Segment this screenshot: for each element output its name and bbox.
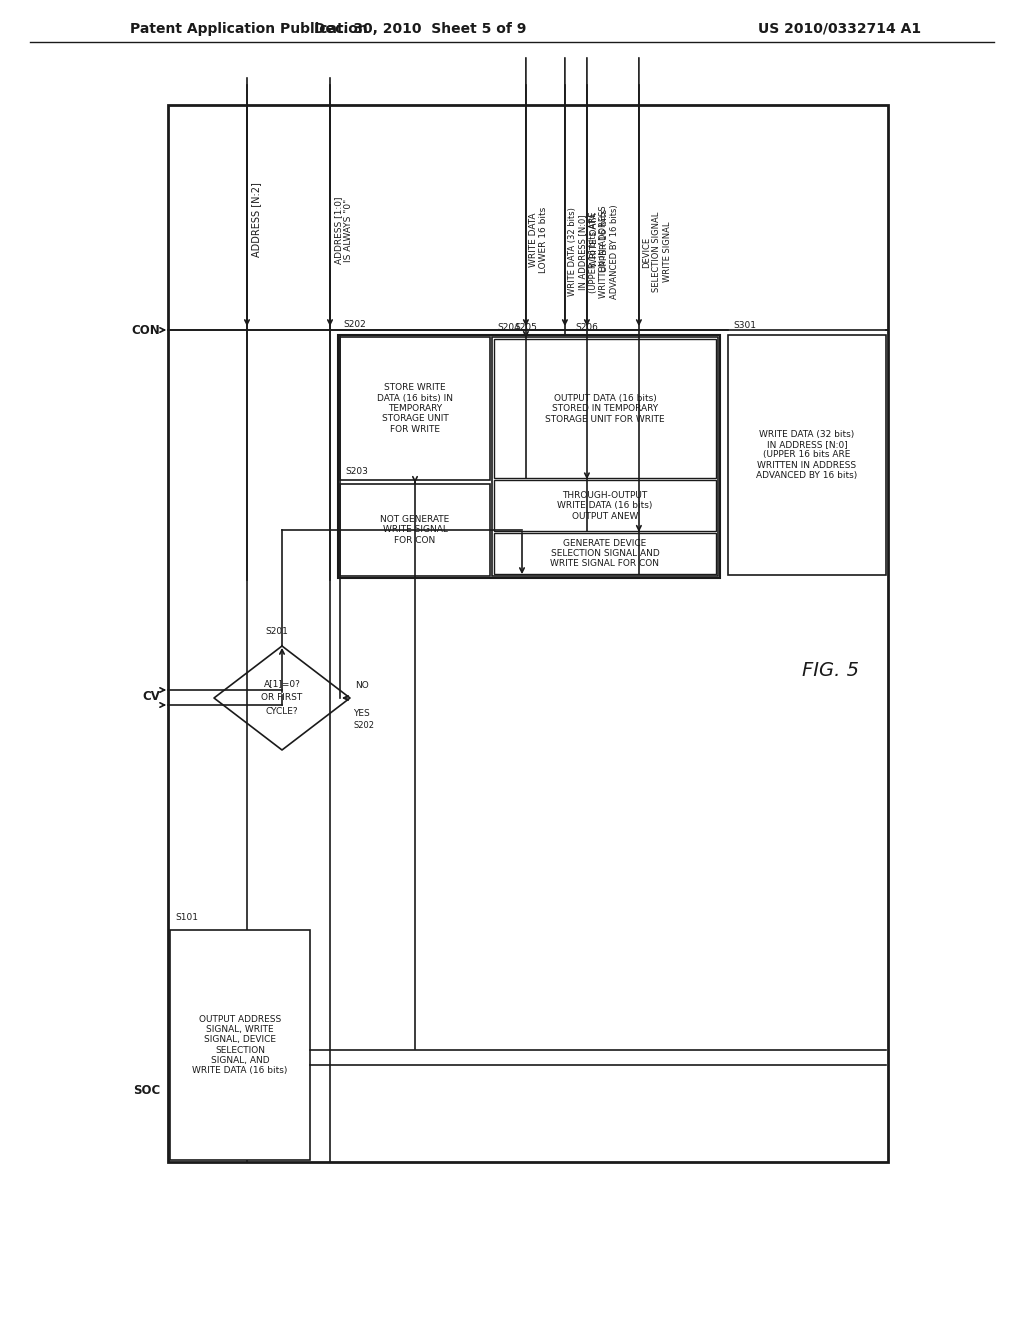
Bar [168, 106, 888, 1162]
Text: NOT GENERATE
WRITE SIGNAL
FOR CON: NOT GENERATE WRITE SIGNAL FOR CON [380, 515, 450, 545]
Text: CV: CV [142, 690, 160, 704]
Text: S203: S203 [345, 467, 368, 477]
Text: WRITE DATA
UPPER 16 bits: WRITE DATA UPPER 16 bits [590, 209, 609, 272]
Text: A[1]=0?: A[1]=0? [263, 680, 300, 689]
Polygon shape [214, 645, 350, 750]
Text: OUTPUT DATA (16 bits)
STORED IN TEMPORARY
STORAGE UNIT FOR WRITE: OUTPUT DATA (16 bits) STORED IN TEMPORAR… [545, 393, 665, 424]
Text: OUTPUT ADDRESS
SIGNAL, WRITE
SIGNAL, DEVICE
SELECTION
SIGNAL, AND
WRITE DATA (16: OUTPUT ADDRESS SIGNAL, WRITE SIGNAL, DEV… [193, 1015, 288, 1076]
Text: WRITE DATA (32 bits)
IN ADDRESS [N:0]
(UPPER 16 bits ARE
WRITTEN IN ADDRESS
ADVA: WRITE DATA (32 bits) IN ADDRESS [N:0] (U… [568, 205, 618, 300]
Text: CON: CON [131, 323, 160, 337]
Bar [340, 484, 490, 576]
Bar [494, 480, 716, 531]
Bar [338, 335, 720, 578]
Text: S301: S301 [733, 321, 756, 330]
Bar [492, 337, 718, 576]
Text: FIG. 5: FIG. 5 [802, 660, 858, 680]
Text: S206: S206 [575, 322, 598, 331]
Bar [494, 533, 716, 574]
Text: S202: S202 [353, 722, 374, 730]
Text: CYCLE?: CYCLE? [265, 708, 298, 717]
Text: NO: NO [355, 681, 369, 690]
Text: Patent Application Publication: Patent Application Publication [130, 22, 368, 36]
Text: S101: S101 [175, 913, 198, 921]
Text: WRITE DATA
LOWER 16 bits: WRITE DATA LOWER 16 bits [529, 207, 548, 273]
Text: Dec. 30, 2010  Sheet 5 of 9: Dec. 30, 2010 Sheet 5 of 9 [313, 22, 526, 36]
Bar [340, 337, 490, 480]
Text: S204: S204 [497, 323, 520, 333]
Bar [494, 339, 716, 478]
Text: GENERATE DEVICE
SELECTION SIGNAL AND
WRITE SIGNAL FOR CON: GENERATE DEVICE SELECTION SIGNAL AND WRI… [551, 539, 659, 569]
Text: US 2010/0332714 A1: US 2010/0332714 A1 [759, 22, 922, 36]
Text: S205: S205 [514, 322, 538, 331]
Bar [170, 931, 310, 1160]
Text: S201: S201 [265, 627, 289, 636]
Text: WRITE DATA (32 bits)
IN ADDRESS [N:0]
(UPPER 16 bits ARE
WRITTEN IN ADDRESS
ADVA: WRITE DATA (32 bits) IN ADDRESS [N:0] (U… [757, 430, 858, 480]
Text: ADDRESS [1:0]
IS ALWAYS "0": ADDRESS [1:0] IS ALWAYS "0" [334, 197, 353, 264]
Text: OR FIRST: OR FIRST [261, 693, 303, 702]
Text: DEVICE
SELECTION SIGNAL
WRITE SIGNAL: DEVICE SELECTION SIGNAL WRITE SIGNAL [642, 211, 672, 292]
Text: S202: S202 [343, 319, 366, 329]
Text: THROUGH-OUTPUT
WRITE DATA (16 bits)
OUTPUT ANEW: THROUGH-OUTPUT WRITE DATA (16 bits) OUTP… [557, 491, 652, 520]
Text: ADDRESS [N:2]: ADDRESS [N:2] [251, 182, 261, 257]
Text: YES: YES [353, 709, 370, 718]
Text: STORE WRITE
DATA (16 bits) IN
TEMPORARY
STORAGE UNIT
FOR WRITE: STORE WRITE DATA (16 bits) IN TEMPORARY … [377, 383, 453, 434]
Bar [728, 335, 886, 576]
Text: SOC: SOC [133, 1084, 160, 1097]
